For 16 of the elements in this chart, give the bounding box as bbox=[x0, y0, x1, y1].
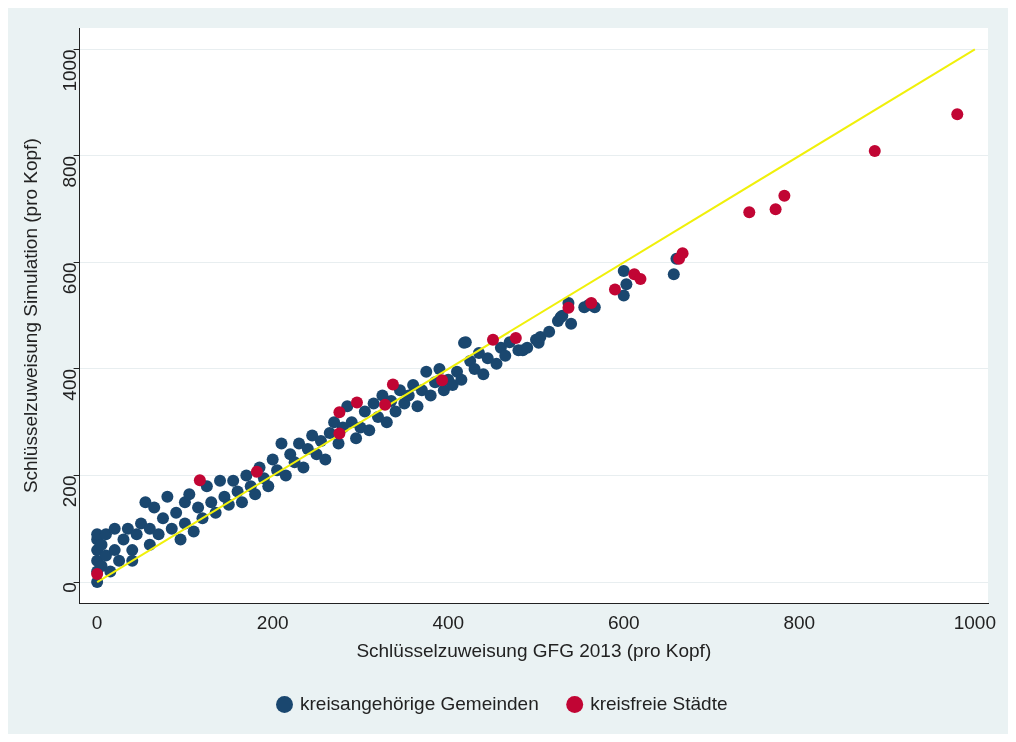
y-tick-label: 600 bbox=[58, 262, 80, 295]
y-tick-label: 0 bbox=[58, 582, 80, 593]
x-tick-label: 0 bbox=[91, 612, 103, 634]
x-axis-title: Schlüsselzuweisung GFG 2013 (pro Kopf) bbox=[356, 639, 712, 661]
y-tick-label: 800 bbox=[58, 155, 80, 188]
x-tick-label: 800 bbox=[783, 612, 816, 634]
y-axis-title: Schlüsselzuweisung Simulation (pro Kopf) bbox=[19, 138, 41, 494]
x-tick-label: 200 bbox=[256, 612, 289, 634]
x-tick-label: 1000 bbox=[953, 612, 996, 634]
y-tick-label: 1000 bbox=[58, 49, 80, 92]
legend-label: kreisangehörige Gemeinden bbox=[300, 692, 539, 714]
x-tick-label: 400 bbox=[432, 612, 465, 634]
y-tick-label: 400 bbox=[58, 368, 80, 401]
x-tick-label: 600 bbox=[607, 612, 640, 634]
legend-label: kreisfreie Städte bbox=[590, 692, 728, 714]
y-tick-label: 200 bbox=[58, 475, 80, 508]
